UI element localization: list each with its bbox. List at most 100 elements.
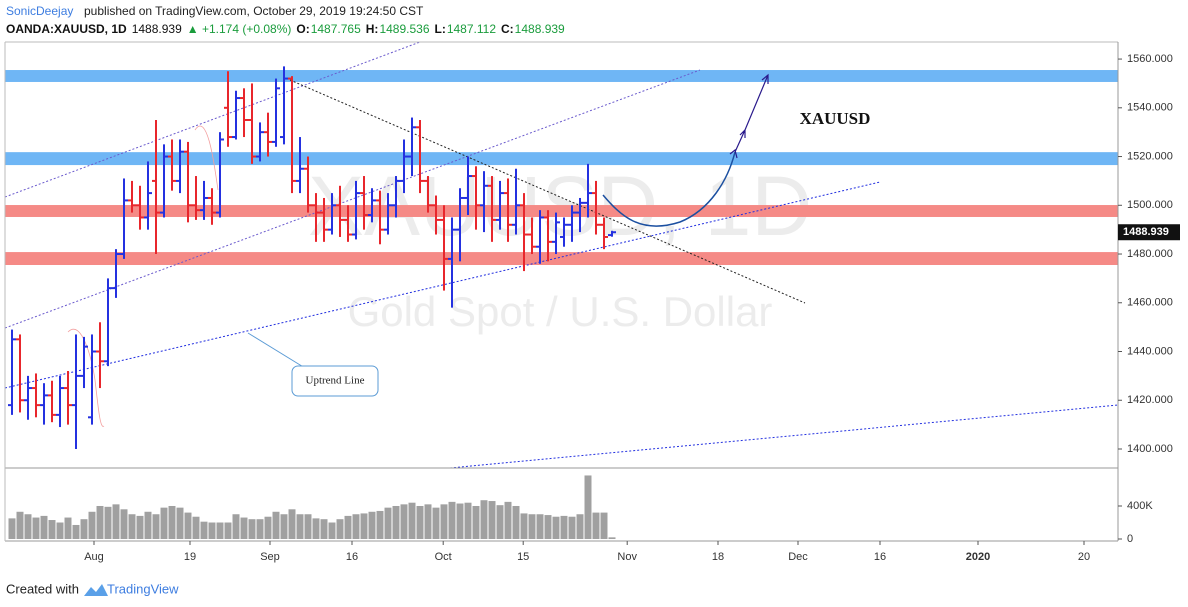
y-tick-label: 1420.000: [1127, 394, 1173, 406]
volume-bar: [480, 500, 488, 539]
volume-bar: [120, 509, 128, 539]
volume-bar: [360, 513, 368, 539]
uptrend-line: [4, 181, 881, 389]
volume-bar: [376, 510, 384, 539]
volume-bar: [264, 516, 272, 539]
zone: [5, 205, 1118, 217]
volume-bar: [184, 512, 192, 539]
volume-bar: [96, 505, 104, 539]
x-tick-label: Aug: [84, 551, 104, 563]
volume-bar: [424, 504, 432, 539]
zone: [5, 252, 1118, 265]
y-tick-label: 1480.000: [1127, 248, 1173, 260]
volume-bar: [352, 514, 360, 539]
callout-pointer: [247, 332, 306, 369]
y-tick-label: 1400.000: [1127, 443, 1173, 455]
x-tick-label: 15: [517, 551, 529, 563]
zone: [5, 70, 1118, 82]
callout-box: [291, 365, 379, 397]
volume-bar: [56, 522, 64, 539]
volume-bar: [72, 524, 80, 539]
volume-bar: [592, 512, 600, 539]
price-bars: [8, 66, 616, 449]
x-tick-label: Dec: [788, 551, 808, 563]
header-item: 1488.939: [132, 22, 182, 36]
volume-bar: [192, 516, 200, 539]
volume-bar: [552, 516, 560, 539]
volume-bar: [432, 507, 440, 539]
volume-bar: [520, 513, 528, 539]
sketch-curve: [67, 329, 105, 427]
volume-bar: [336, 519, 344, 539]
volume-bars: [8, 475, 616, 539]
header-item: L:: [435, 22, 446, 36]
channel-line: [4, 41, 421, 198]
header-item: OANDA:XAUUSD, 1D: [6, 22, 127, 36]
volume-bar: [344, 515, 352, 539]
header-item: 1487.112: [447, 22, 496, 36]
x-tick-label: Oct: [435, 551, 452, 563]
zone: [5, 152, 1118, 166]
volume-bar: [80, 519, 88, 539]
published: published on TradingView.com, October 29…: [84, 4, 424, 18]
logo: [84, 584, 108, 596]
volume-bar: [536, 514, 544, 539]
volume-bar: [272, 511, 280, 539]
y-tick-label: 1440.000: [1127, 345, 1173, 357]
volume-bar: [256, 519, 264, 539]
volume-bar: [40, 515, 48, 539]
volume-bar: [216, 522, 224, 539]
volume-bar: [440, 504, 448, 539]
y-tick-label: 1560.000: [1127, 53, 1173, 65]
projection-arrow: [729, 73, 769, 159]
volume-bar: [496, 505, 504, 539]
header-item: C:: [501, 22, 514, 36]
resistance-line: [289, 79, 806, 304]
volume-tick-label: 400K: [1127, 500, 1153, 512]
x-tick-label: 18: [712, 551, 724, 563]
volume-bar: [472, 505, 480, 539]
volume-bar: [160, 507, 168, 539]
drawings: [4, 41, 1119, 469]
author[interactable]: SonicDeejay: [6, 4, 73, 18]
volume-bar: [64, 517, 72, 539]
volume-bar: [504, 501, 512, 539]
axes: 1400.000 1420.000 1440.000 1460.000 1480.000…: [84, 53, 1180, 563]
volume-bar: [384, 507, 392, 539]
x-tick-label: 19: [184, 551, 196, 563]
volume-bar: [576, 514, 584, 539]
footer-brand[interactable]: TradingView: [107, 581, 179, 596]
sketch-curve: [194, 125, 219, 191]
volume-bar: [232, 514, 240, 539]
y-tick-label: 1460.000: [1127, 297, 1173, 309]
volume-bar: [528, 514, 536, 539]
volume-bar: [416, 505, 424, 539]
y-tick-label: 1540.000: [1127, 102, 1173, 114]
volume-bar: [136, 515, 144, 539]
volume-bar: [48, 520, 56, 539]
header-item: H:: [366, 22, 379, 36]
x-tick-label: 2020: [966, 551, 990, 563]
volume-bar: [240, 517, 248, 539]
volume-bar: [8, 518, 16, 539]
volume-bar: [488, 501, 496, 539]
volume-bar: [144, 511, 152, 539]
header-item: 1487.765: [311, 22, 361, 36]
volume-bar: [296, 514, 304, 539]
x-tick-label: 16: [346, 551, 358, 563]
projection-arrow: [602, 151, 736, 227]
volume-bar: [104, 506, 112, 539]
volume-bar: [248, 519, 256, 539]
symbol-annotation: XAUUSD: [800, 109, 871, 128]
channel-line: [4, 69, 701, 329]
volume-bar: [208, 522, 216, 539]
volume-bar: [304, 514, 312, 539]
volume-bar: [560, 515, 568, 539]
volume-bar: [600, 512, 608, 539]
volume-bar: [288, 509, 296, 539]
footer-text: Created with: [6, 581, 79, 596]
volume-bar: [112, 504, 120, 539]
volume-bar: [512, 505, 520, 539]
